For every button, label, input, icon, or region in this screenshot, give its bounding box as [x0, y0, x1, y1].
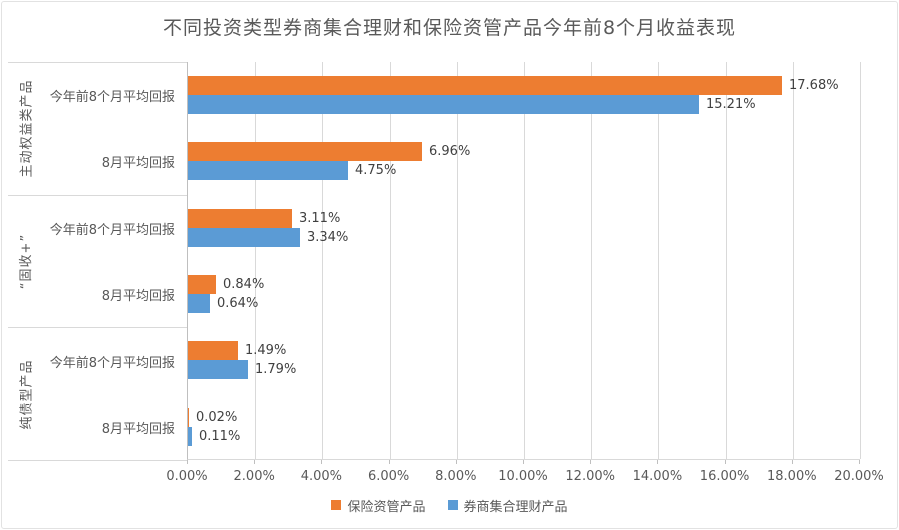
x-tick-label: 14.00%	[632, 469, 683, 484]
bar-insurance-asset-mgmt	[188, 275, 216, 294]
gridline	[322, 62, 324, 459]
category-axis: 主动权益类产品 今年前8个月平均回报 8月平均回报 “固收+” 今年前8个月平均回报 8月…	[8, 62, 188, 461]
legend-swatch	[447, 500, 458, 510]
group-label: 主动权益类产品	[19, 79, 35, 178]
bar-value-label: 0.64%	[217, 296, 259, 311]
legend-swatch	[331, 500, 342, 510]
legend-label: 券商集合理财产品	[463, 499, 568, 515]
x-tick-label: 0.00%	[166, 469, 208, 484]
gridline	[725, 62, 727, 459]
row-label: 今年前8个月平均回报	[49, 90, 175, 106]
gridline	[591, 62, 593, 459]
gridline	[658, 62, 660, 459]
row-label: 8月平均回报	[101, 156, 175, 172]
x-tick-label: 18.00%	[767, 469, 817, 484]
bar-value-label: 3.34%	[307, 230, 349, 245]
x-tick-mark	[590, 460, 592, 464]
group-label-column: “固收+”	[8, 196, 42, 328]
category-group: 纯债型产品 今年前8个月平均回报 8月平均回报	[8, 328, 188, 461]
group-label-column: 主动权益类产品	[8, 63, 42, 195]
group-label: 纯债型产品	[19, 359, 35, 430]
row-label: 今年前8个月平均回报	[49, 223, 175, 239]
bar-value-label: 1.49%	[245, 343, 287, 358]
legend-item-insurance-asset-mgmt: 保险资管产品	[331, 496, 426, 515]
gridline	[524, 62, 525, 459]
bar-brokerage-wealth-mgmt	[188, 294, 210, 313]
row-label: 8月平均回报	[101, 421, 175, 437]
row-label: 今年前8个月平均回报	[49, 355, 175, 371]
legend: 保险资管产品 券商集合理财产品	[0, 496, 899, 515]
bar-insurance-asset-mgmt	[188, 341, 238, 360]
bar-value-label: 4.75%	[355, 163, 397, 178]
bar-insurance-asset-mgmt	[188, 142, 422, 161]
bar-value-label: 0.84%	[223, 277, 265, 292]
x-tick-label: 10.00%	[498, 469, 548, 484]
x-tick-mark	[523, 460, 524, 464]
x-tick-label: 2.00%	[233, 469, 275, 484]
bar-brokerage-wealth-mgmt	[188, 360, 248, 379]
row-label: 8月平均回报	[101, 288, 175, 304]
x-tick-mark	[791, 460, 793, 464]
x-tick-mark	[455, 460, 457, 464]
plot-area: 17.68% 15.21% 6.96% 4.75% 3.11% 3.34% 0.84% 0.6…	[187, 62, 861, 460]
x-tick-label: 16.00%	[699, 469, 750, 484]
bar-insurance-asset-mgmt	[188, 209, 292, 228]
gridline	[255, 62, 257, 459]
x-tick-mark	[187, 460, 188, 464]
x-tick-mark	[859, 460, 860, 464]
x-tick-label: 20.00%	[834, 469, 884, 484]
bar-brokerage-wealth-mgmt	[188, 228, 300, 247]
x-tick-label: 6.00%	[367, 469, 410, 484]
x-tick-label: 12.00%	[565, 469, 615, 484]
bar-value-label: 1.79%	[255, 362, 297, 377]
bar-insurance-asset-mgmt	[188, 76, 782, 95]
bar-brokerage-wealth-mgmt	[188, 95, 699, 114]
bar-brokerage-wealth-mgmt	[188, 427, 192, 446]
x-tick-mark	[254, 460, 256, 464]
x-tick-mark	[657, 460, 659, 464]
bar-value-label: 0.11%	[199, 429, 241, 444]
legend-item-brokerage-wealth-mgmt: 券商集合理财产品	[447, 496, 568, 515]
legend-label: 保险资管产品	[347, 499, 426, 515]
bar-value-label: 6.96%	[429, 144, 471, 159]
bar-value-label: 0.02%	[196, 410, 238, 425]
category-group: 主动权益类产品 今年前8个月平均回报 8月平均回报	[8, 63, 188, 196]
x-axis: 0.00% 2.00% 4.00% 6.00% 8.00% 10.00% 12.00% 14.…	[166, 460, 884, 486]
bar-value-label: 17.68%	[789, 78, 839, 93]
gridline	[389, 62, 391, 459]
gridline	[456, 62, 458, 459]
chart-title: 不同投资类型券商集合理财和保险资管产品今年前8个月收益表现	[162, 17, 737, 39]
gridline	[792, 62, 794, 459]
x-tick-mark	[724, 460, 726, 464]
bar-brokerage-wealth-mgmt	[188, 161, 348, 180]
x-tick-label: 8.00%	[435, 469, 477, 484]
bar-value-label: 15.21%	[706, 97, 756, 112]
bar-value-label: 3.11%	[299, 211, 341, 226]
x-tick-mark	[388, 460, 390, 464]
group-label: “固收+”	[19, 233, 35, 290]
group-label-column: 纯债型产品	[8, 328, 42, 460]
gridline	[860, 62, 861, 459]
x-tick-label: 4.00%	[300, 469, 343, 484]
bar-insurance-asset-mgmt	[188, 408, 189, 427]
category-group: “固收+” 今年前8个月平均回报 8月平均回报	[8, 196, 188, 329]
x-tick-mark	[321, 460, 323, 464]
